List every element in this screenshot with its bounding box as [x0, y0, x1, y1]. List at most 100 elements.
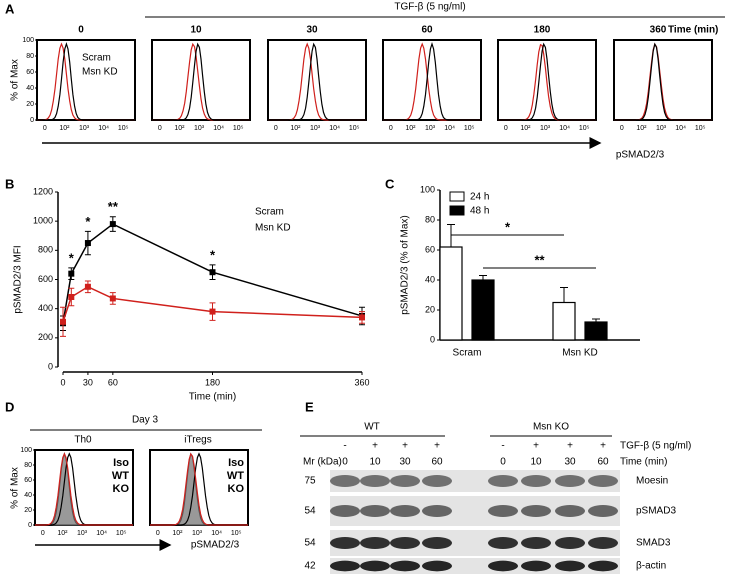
data-point	[209, 269, 216, 276]
time-unit: Time (min)	[668, 25, 718, 36]
data-point	[109, 295, 116, 302]
blot-band	[521, 505, 551, 517]
y-axis-label: pSMAD2/3 MFI	[13, 245, 24, 313]
y-tick-label: 400	[38, 303, 53, 313]
blot-band	[330, 505, 360, 517]
histogram-trace	[268, 42, 366, 121]
x-tick-label: 10⁴	[444, 125, 455, 132]
histogram-trace	[35, 452, 133, 526]
legend-entry: KO	[228, 483, 245, 495]
x-tick-label: 360	[354, 377, 369, 387]
x-tick-label: 0	[43, 125, 47, 132]
legend-entry: KO	[113, 483, 130, 495]
time-point: 60	[431, 457, 443, 468]
x-tick-label: 10²	[59, 125, 70, 132]
bar	[584, 321, 608, 341]
protein-label: pSMAD3	[636, 506, 676, 517]
y-tick-label: 1200	[33, 186, 53, 196]
x-tick-label: 10⁴	[211, 530, 222, 537]
time-point: 0	[500, 457, 506, 468]
blot-band	[588, 560, 618, 572]
legend-entry: Iso	[113, 457, 129, 469]
x-axis-label: Time (min)	[189, 392, 236, 403]
histogram-frame	[151, 39, 251, 121]
molecular-weight: 42	[304, 561, 316, 572]
x-tick-label: 10²	[174, 125, 185, 132]
x-tick-label: 10⁴	[96, 530, 107, 537]
time-point: 10	[369, 457, 381, 468]
data-point	[359, 314, 365, 321]
blot-band	[521, 537, 551, 549]
blot-band	[588, 475, 618, 487]
blot-band	[555, 560, 585, 572]
protein-label: β-actin	[636, 561, 666, 572]
blot-band	[588, 537, 618, 549]
blot-band	[488, 505, 518, 517]
data-point	[209, 308, 216, 315]
x-tick-label: 60	[108, 377, 118, 387]
error-bar	[447, 224, 455, 247]
y-tick-label: 20	[26, 101, 34, 108]
histogram-frame	[613, 39, 713, 121]
treatment-label: TGF-β (5 ng/ml)	[394, 2, 465, 13]
x-tick-label: 10⁵	[349, 125, 360, 132]
blot-band	[488, 560, 518, 572]
y-tick-label: 200	[38, 332, 53, 342]
x-tick-label: 10³	[656, 125, 667, 132]
x-tick-label: 10⁴	[98, 125, 109, 132]
legend-entry: Msn KD	[255, 223, 291, 234]
x-tick-label: 0	[620, 125, 624, 132]
blot-band	[390, 537, 420, 549]
histogram-frame	[497, 39, 597, 121]
y-axis-label: pSMAD2/3 (% of Max)	[400, 215, 411, 314]
panel-label: E	[305, 399, 314, 414]
y-tick-label: 100	[22, 37, 34, 44]
x-tick-label: 180	[205, 377, 220, 387]
treatment: +	[372, 441, 378, 452]
x-tick-label: 0	[504, 125, 508, 132]
x-tick-label: 10³	[79, 125, 90, 132]
time-point: 60	[597, 457, 609, 468]
legend-entry: 48 h	[470, 206, 489, 217]
x-tick-label: 0	[156, 530, 160, 537]
mr-label: Mr (kDa)	[303, 457, 342, 468]
y-tick-label: 0	[30, 117, 34, 124]
legend-entry: Scram	[255, 207, 284, 218]
treatment: +	[402, 441, 408, 452]
histogram-trace	[614, 42, 712, 121]
time-label: 60	[421, 25, 433, 36]
blot-band	[488, 537, 518, 549]
y-tick-label: 20	[24, 507, 32, 514]
time-label: 360	[650, 25, 667, 36]
y-tick-label: 40	[24, 492, 32, 499]
y-tick-label: 40	[425, 274, 435, 284]
histogram-trace	[614, 42, 712, 121]
x-tick-label: 0	[60, 377, 65, 387]
blot-band	[422, 505, 452, 517]
histogram-trace	[498, 42, 596, 121]
x-tick-label: 10⁴	[329, 125, 340, 132]
x-axis-label: pSMAD2/3	[616, 150, 665, 161]
significance: *	[85, 214, 91, 229]
blot-band	[588, 505, 618, 517]
y-axis-label: % of Max	[10, 467, 21, 509]
blot-band	[555, 475, 585, 487]
blot-band	[555, 505, 585, 517]
y-tick-label: 600	[38, 274, 53, 284]
histogram-trace	[152, 42, 250, 121]
x-tick-label: 10⁵	[231, 530, 242, 537]
x-tick-label: 0	[158, 125, 162, 132]
treatment: +	[600, 441, 606, 452]
blot-band	[360, 505, 390, 517]
treatment: -	[501, 441, 504, 452]
histogram-trace	[383, 42, 481, 121]
x-tick-label: 10³	[310, 125, 321, 132]
y-tick-label: 0	[28, 522, 32, 529]
blot-band	[330, 475, 360, 487]
blot-band	[390, 505, 420, 517]
x-tick-label: 10²	[57, 530, 68, 537]
histogram-trace	[383, 42, 481, 121]
histogram-trace	[37, 42, 135, 121]
significance: **	[534, 252, 545, 267]
x-tick-label: 10²	[172, 530, 183, 537]
